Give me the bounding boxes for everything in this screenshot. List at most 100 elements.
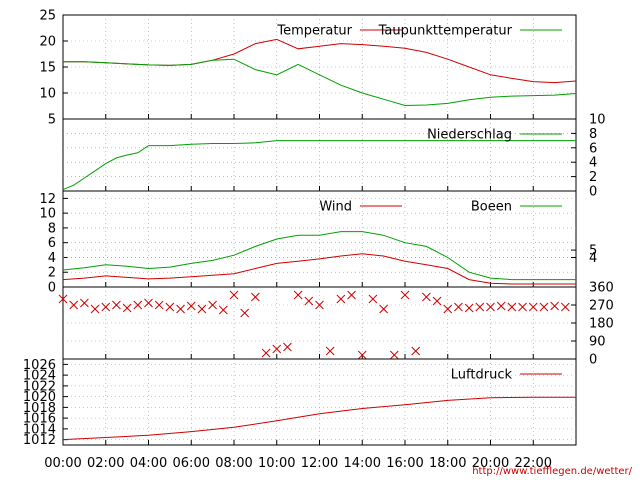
y-tick-label: 1022 xyxy=(23,379,56,394)
panel-winddir: 0 90 180 270 360 xyxy=(58,281,614,368)
y-tick-label: 6 xyxy=(48,236,56,251)
marker-stroke xyxy=(229,290,239,300)
series-line-taupunkttemperatur xyxy=(63,58,577,107)
y-tick-label-right: 90 xyxy=(589,335,606,350)
y-tick-label: 15 xyxy=(39,61,56,76)
marker-stroke xyxy=(411,346,421,356)
marker-stroke xyxy=(176,304,185,314)
marker-stroke xyxy=(283,342,292,352)
marker-stroke xyxy=(144,298,153,308)
marker-stroke xyxy=(400,290,410,300)
x-tick-label: 10:00 xyxy=(258,456,295,471)
marker-stroke xyxy=(496,301,506,311)
marker-stroke xyxy=(325,346,335,356)
marker-stroke xyxy=(357,350,367,360)
x-tick-label: 20:00 xyxy=(472,456,509,471)
wind-direction-point xyxy=(240,308,250,318)
y-tick-label-right: 180 xyxy=(589,317,614,332)
marker-stroke xyxy=(422,292,431,302)
wind-direction-point xyxy=(218,305,228,315)
wind-direction-point xyxy=(443,304,453,314)
wind-direction-point xyxy=(304,296,314,306)
wind-direction-point xyxy=(197,304,207,314)
wind-direction-point xyxy=(400,290,410,300)
marker-stroke xyxy=(197,304,207,314)
series-line-niederschlag xyxy=(62,140,576,191)
panel-temp: 5 10 15 20 25 Temperatur Taupunkttemperatur xyxy=(39,9,577,128)
marker-stroke xyxy=(475,302,485,312)
series-line-temperatur xyxy=(63,38,577,84)
wind-direction-point xyxy=(251,292,260,302)
wind-direction-point xyxy=(368,294,378,304)
wind-direction-point xyxy=(560,302,570,312)
wind-direction-point xyxy=(272,344,282,354)
marker-stroke xyxy=(251,292,260,302)
marker-stroke xyxy=(122,303,132,313)
legend-label-wind: Wind xyxy=(319,200,352,215)
series-line-wind xyxy=(62,253,576,285)
x-tick-label: 04:00 xyxy=(130,456,167,471)
wind-direction-point xyxy=(112,300,121,310)
wind-direction-point xyxy=(176,304,185,314)
legend-label-temperatur: Temperatur xyxy=(276,24,352,39)
x-tick-label: 22:00 xyxy=(515,456,552,471)
wind-direction-point xyxy=(154,300,164,310)
y-tick-label: 2 xyxy=(48,266,56,281)
wind-direction-point xyxy=(165,302,175,312)
marker-stroke xyxy=(347,290,356,300)
y-tick-label: 10 xyxy=(39,87,56,102)
wind-direction-point xyxy=(325,346,335,356)
wind-direction-point xyxy=(432,296,442,306)
wind-direction-point xyxy=(411,346,421,356)
marker-stroke xyxy=(560,302,570,312)
wind-direction-point xyxy=(528,302,538,312)
y-tick-label: 10 xyxy=(39,207,56,222)
y-tick-label: 0 xyxy=(48,281,56,296)
series-line-luftdruck xyxy=(62,396,576,441)
wind-direction-point xyxy=(208,300,217,310)
wind-direction-point xyxy=(122,303,132,313)
x-tick-label: 00:00 xyxy=(44,456,81,471)
y-tick-label: 1018 xyxy=(23,401,56,416)
marker-stroke xyxy=(454,302,463,312)
wind-direction-point xyxy=(69,300,79,310)
y-tick-label: 1026 xyxy=(23,358,56,373)
legend-label-taupunkttemperatur: Taupunkttemperatur xyxy=(378,24,513,39)
y-tick-label: 1016 xyxy=(23,412,56,427)
marker-stroke xyxy=(90,304,100,314)
wind-direction-point xyxy=(283,342,292,352)
wind-direction-point xyxy=(229,290,239,300)
y-tick-label-right: 10 xyxy=(589,113,606,128)
wind-direction-point xyxy=(454,302,463,312)
credit-link[interactable]: http://www.tiefflegen.de/wetter/ xyxy=(472,466,632,477)
marker-stroke xyxy=(539,302,549,312)
marker-stroke xyxy=(443,304,453,314)
marker-stroke xyxy=(486,302,495,312)
y-tick-label: 1012 xyxy=(23,433,56,448)
wind-direction-point xyxy=(58,294,68,304)
marker-stroke xyxy=(165,302,175,312)
wind-direction-point xyxy=(186,301,196,311)
x-tick-label: 02:00 xyxy=(87,456,124,471)
marker-stroke xyxy=(368,294,378,304)
wind-direction-point xyxy=(507,302,517,312)
wind-direction-point xyxy=(486,302,495,312)
y-tick-label-right: 360 xyxy=(589,281,614,296)
marker-stroke xyxy=(528,302,538,312)
x-tick-label: 14:00 xyxy=(344,456,381,471)
marker-stroke xyxy=(379,304,388,314)
y-tick-label-right: 0 xyxy=(589,185,597,200)
y-tick-label-right: 8 xyxy=(589,127,597,142)
marker-stroke xyxy=(240,308,250,318)
wind-direction-point xyxy=(496,301,506,311)
wind-direction-point xyxy=(464,303,474,313)
y-tick-label-right: 6 xyxy=(589,141,597,156)
marker-stroke xyxy=(154,300,164,310)
series-line-boeen xyxy=(62,231,576,281)
y-tick-label: 25 xyxy=(39,9,56,24)
legend-label-niederschlag: Niederschlag xyxy=(427,128,512,143)
wind-direction-point xyxy=(539,302,549,312)
marker-stroke xyxy=(507,302,517,312)
